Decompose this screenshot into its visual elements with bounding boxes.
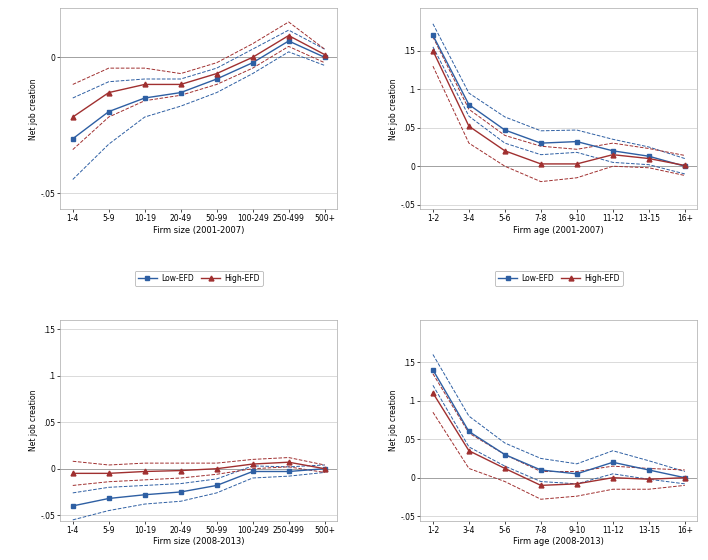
- Line: High-EFD: High-EFD: [70, 33, 327, 119]
- Low-EFD: [285, 468, 293, 475]
- Low-EFD: [321, 465, 329, 472]
- High-EFD: [140, 468, 149, 475]
- Low-EFD: [609, 459, 617, 466]
- Low-EFD: [609, 147, 617, 154]
- X-axis label: Firm age (2001-2007): Firm age (2001-2007): [513, 226, 604, 235]
- High-EFD: [644, 155, 653, 162]
- Low-EFD: [249, 468, 257, 475]
- Low-EFD: [573, 470, 581, 477]
- High-EFD: [428, 390, 437, 396]
- High-EFD: [464, 447, 473, 454]
- Low-EFD: [464, 428, 473, 435]
- Low-EFD: [69, 502, 77, 509]
- High-EFD: [428, 48, 437, 54]
- High-EFD: [644, 476, 653, 483]
- Low-EFD: [212, 482, 221, 489]
- Line: Low-EFD: Low-EFD: [430, 367, 687, 480]
- Y-axis label: Net job creation: Net job creation: [389, 390, 398, 451]
- High-EFD: [609, 151, 617, 158]
- Line: High-EFD: High-EFD: [430, 390, 687, 488]
- High-EFD: [249, 54, 257, 60]
- High-EFD: [285, 32, 293, 39]
- Low-EFD: [212, 76, 221, 82]
- Line: High-EFD: High-EFD: [70, 460, 327, 476]
- Low-EFD: [321, 54, 329, 60]
- High-EFD: [501, 465, 509, 472]
- Low-EFD: [140, 95, 149, 101]
- Low-EFD: [537, 140, 545, 147]
- High-EFD: [249, 461, 257, 468]
- High-EFD: [212, 70, 221, 77]
- Low-EFD: [249, 59, 257, 66]
- Legend: Low-EFD, High-EFD: Low-EFD, High-EFD: [495, 270, 623, 286]
- High-EFD: [69, 470, 77, 477]
- High-EFD: [176, 467, 185, 474]
- High-EFD: [69, 114, 77, 120]
- High-EFD: [680, 474, 689, 481]
- High-EFD: [573, 480, 581, 487]
- Y-axis label: Net job creation: Net job creation: [28, 390, 38, 451]
- High-EFD: [105, 89, 113, 96]
- Line: Low-EFD: Low-EFD: [70, 466, 327, 508]
- High-EFD: [537, 482, 545, 489]
- Y-axis label: Net job creation: Net job creation: [28, 78, 38, 139]
- High-EFD: [285, 459, 293, 465]
- Low-EFD: [680, 163, 689, 170]
- Low-EFD: [464, 101, 473, 108]
- Low-EFD: [105, 495, 113, 502]
- Line: High-EFD: High-EFD: [430, 48, 687, 168]
- Low-EFD: [644, 466, 653, 473]
- Line: Low-EFD: Low-EFD: [70, 39, 327, 141]
- Low-EFD: [573, 138, 581, 145]
- Low-EFD: [176, 89, 185, 96]
- Low-EFD: [501, 451, 509, 458]
- Low-EFD: [176, 489, 185, 496]
- High-EFD: [321, 465, 329, 472]
- X-axis label: Firm size (2001-2007): Firm size (2001-2007): [153, 226, 244, 235]
- Low-EFD: [69, 136, 77, 142]
- High-EFD: [321, 51, 329, 58]
- Low-EFD: [428, 367, 437, 374]
- Low-EFD: [680, 474, 689, 481]
- X-axis label: Firm age (2008-2013): Firm age (2008-2013): [513, 538, 605, 547]
- Legend: Low-EFD, High-EFD: Low-EFD, High-EFD: [135, 270, 263, 286]
- Y-axis label: Net job creation: Net job creation: [389, 78, 398, 139]
- High-EFD: [212, 465, 221, 472]
- Low-EFD: [644, 153, 653, 160]
- High-EFD: [609, 474, 617, 481]
- Low-EFD: [140, 491, 149, 498]
- High-EFD: [680, 162, 689, 169]
- High-EFD: [140, 81, 149, 88]
- Low-EFD: [285, 38, 293, 44]
- High-EFD: [176, 81, 185, 88]
- Low-EFD: [428, 32, 437, 39]
- Low-EFD: [501, 127, 509, 133]
- Low-EFD: [105, 108, 113, 115]
- X-axis label: Firm size (2008-2013): Firm size (2008-2013): [153, 538, 244, 547]
- Low-EFD: [537, 466, 545, 473]
- High-EFD: [573, 161, 581, 167]
- High-EFD: [464, 123, 473, 129]
- High-EFD: [105, 470, 113, 477]
- High-EFD: [501, 147, 509, 154]
- Line: Low-EFD: Low-EFD: [430, 33, 687, 169]
- High-EFD: [537, 161, 545, 167]
